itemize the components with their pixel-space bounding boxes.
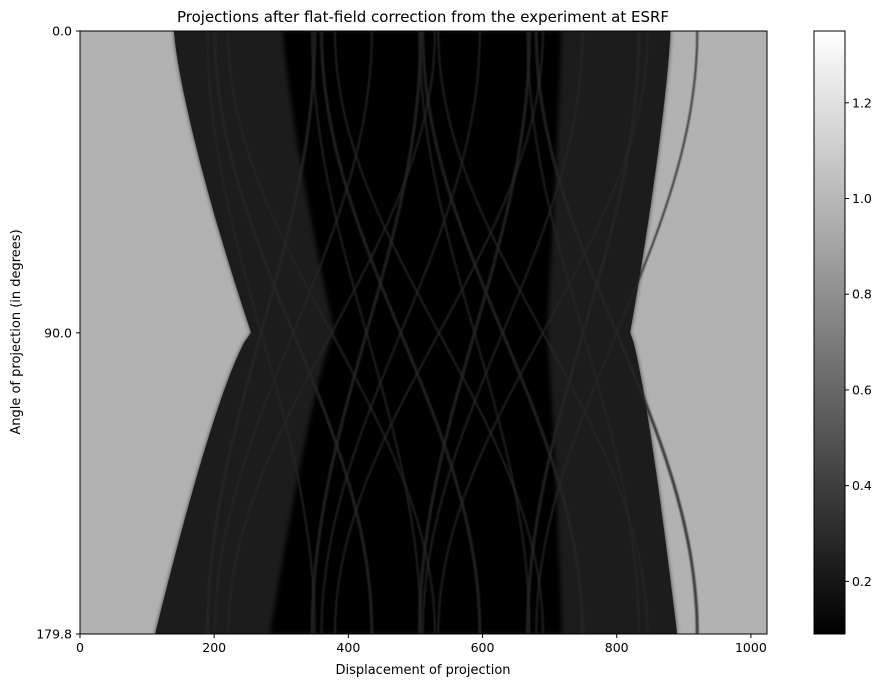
colorbar-tick-label: 0.2 [852,574,872,589]
sinusoid-trace [320,31,482,634]
x-axis-label: Displacement of projection [335,663,510,678]
sinusoid-trace [526,31,640,634]
sinusoid-trace [534,31,699,634]
colorbar: 0.2 0.4 0.6 0.8 1.0 1.2 [813,30,872,635]
image-layer [155,31,699,634]
x-tick-label: 400 [336,640,360,655]
y-tick-label: 179.8 [36,627,72,642]
sinusoid-trace [213,31,374,634]
colorbar-tick-label: 0.4 [852,478,872,493]
colorbar-gradient [813,30,846,635]
y-tick-label: 90.0 [44,325,72,340]
x-tick-label: 1000 [735,640,767,655]
sinusoid-trace [437,31,649,634]
x-tick-label: 600 [471,640,495,655]
y-tick-label: 0.0 [52,24,72,39]
sinusoid-trace [206,31,316,634]
sinusoid-trace [333,31,544,634]
colorbar-ticks: 0.2 0.4 0.6 0.8 1.0 1.2 [845,95,872,589]
colorbar-tick-label: 1.0 [852,191,872,206]
plot-area [79,30,768,635]
x-tick-label: 200 [202,640,226,655]
x-tick-label: 0 [76,640,84,655]
x-tick-label: 800 [605,640,629,655]
y-axis: 0.0 90.0 179.8 [36,24,80,642]
y-axis-label: Angle of projection (in degrees) [9,229,24,434]
sinusoid-trace [421,31,584,634]
sinusoid-trace [311,31,422,634]
sinusoid-trace [227,31,436,634]
colorbar-tick-label: 0.6 [852,382,872,397]
x-axis: 0 200 400 600 800 1000 [76,634,767,655]
sinusoid-trace [418,31,531,634]
colorbar-tick-label: 1.2 [852,95,872,110]
chart-title: Projections after flat-field correction … [177,8,669,26]
colorbar-tick-label: 0.8 [852,287,872,302]
object-core [270,31,563,634]
